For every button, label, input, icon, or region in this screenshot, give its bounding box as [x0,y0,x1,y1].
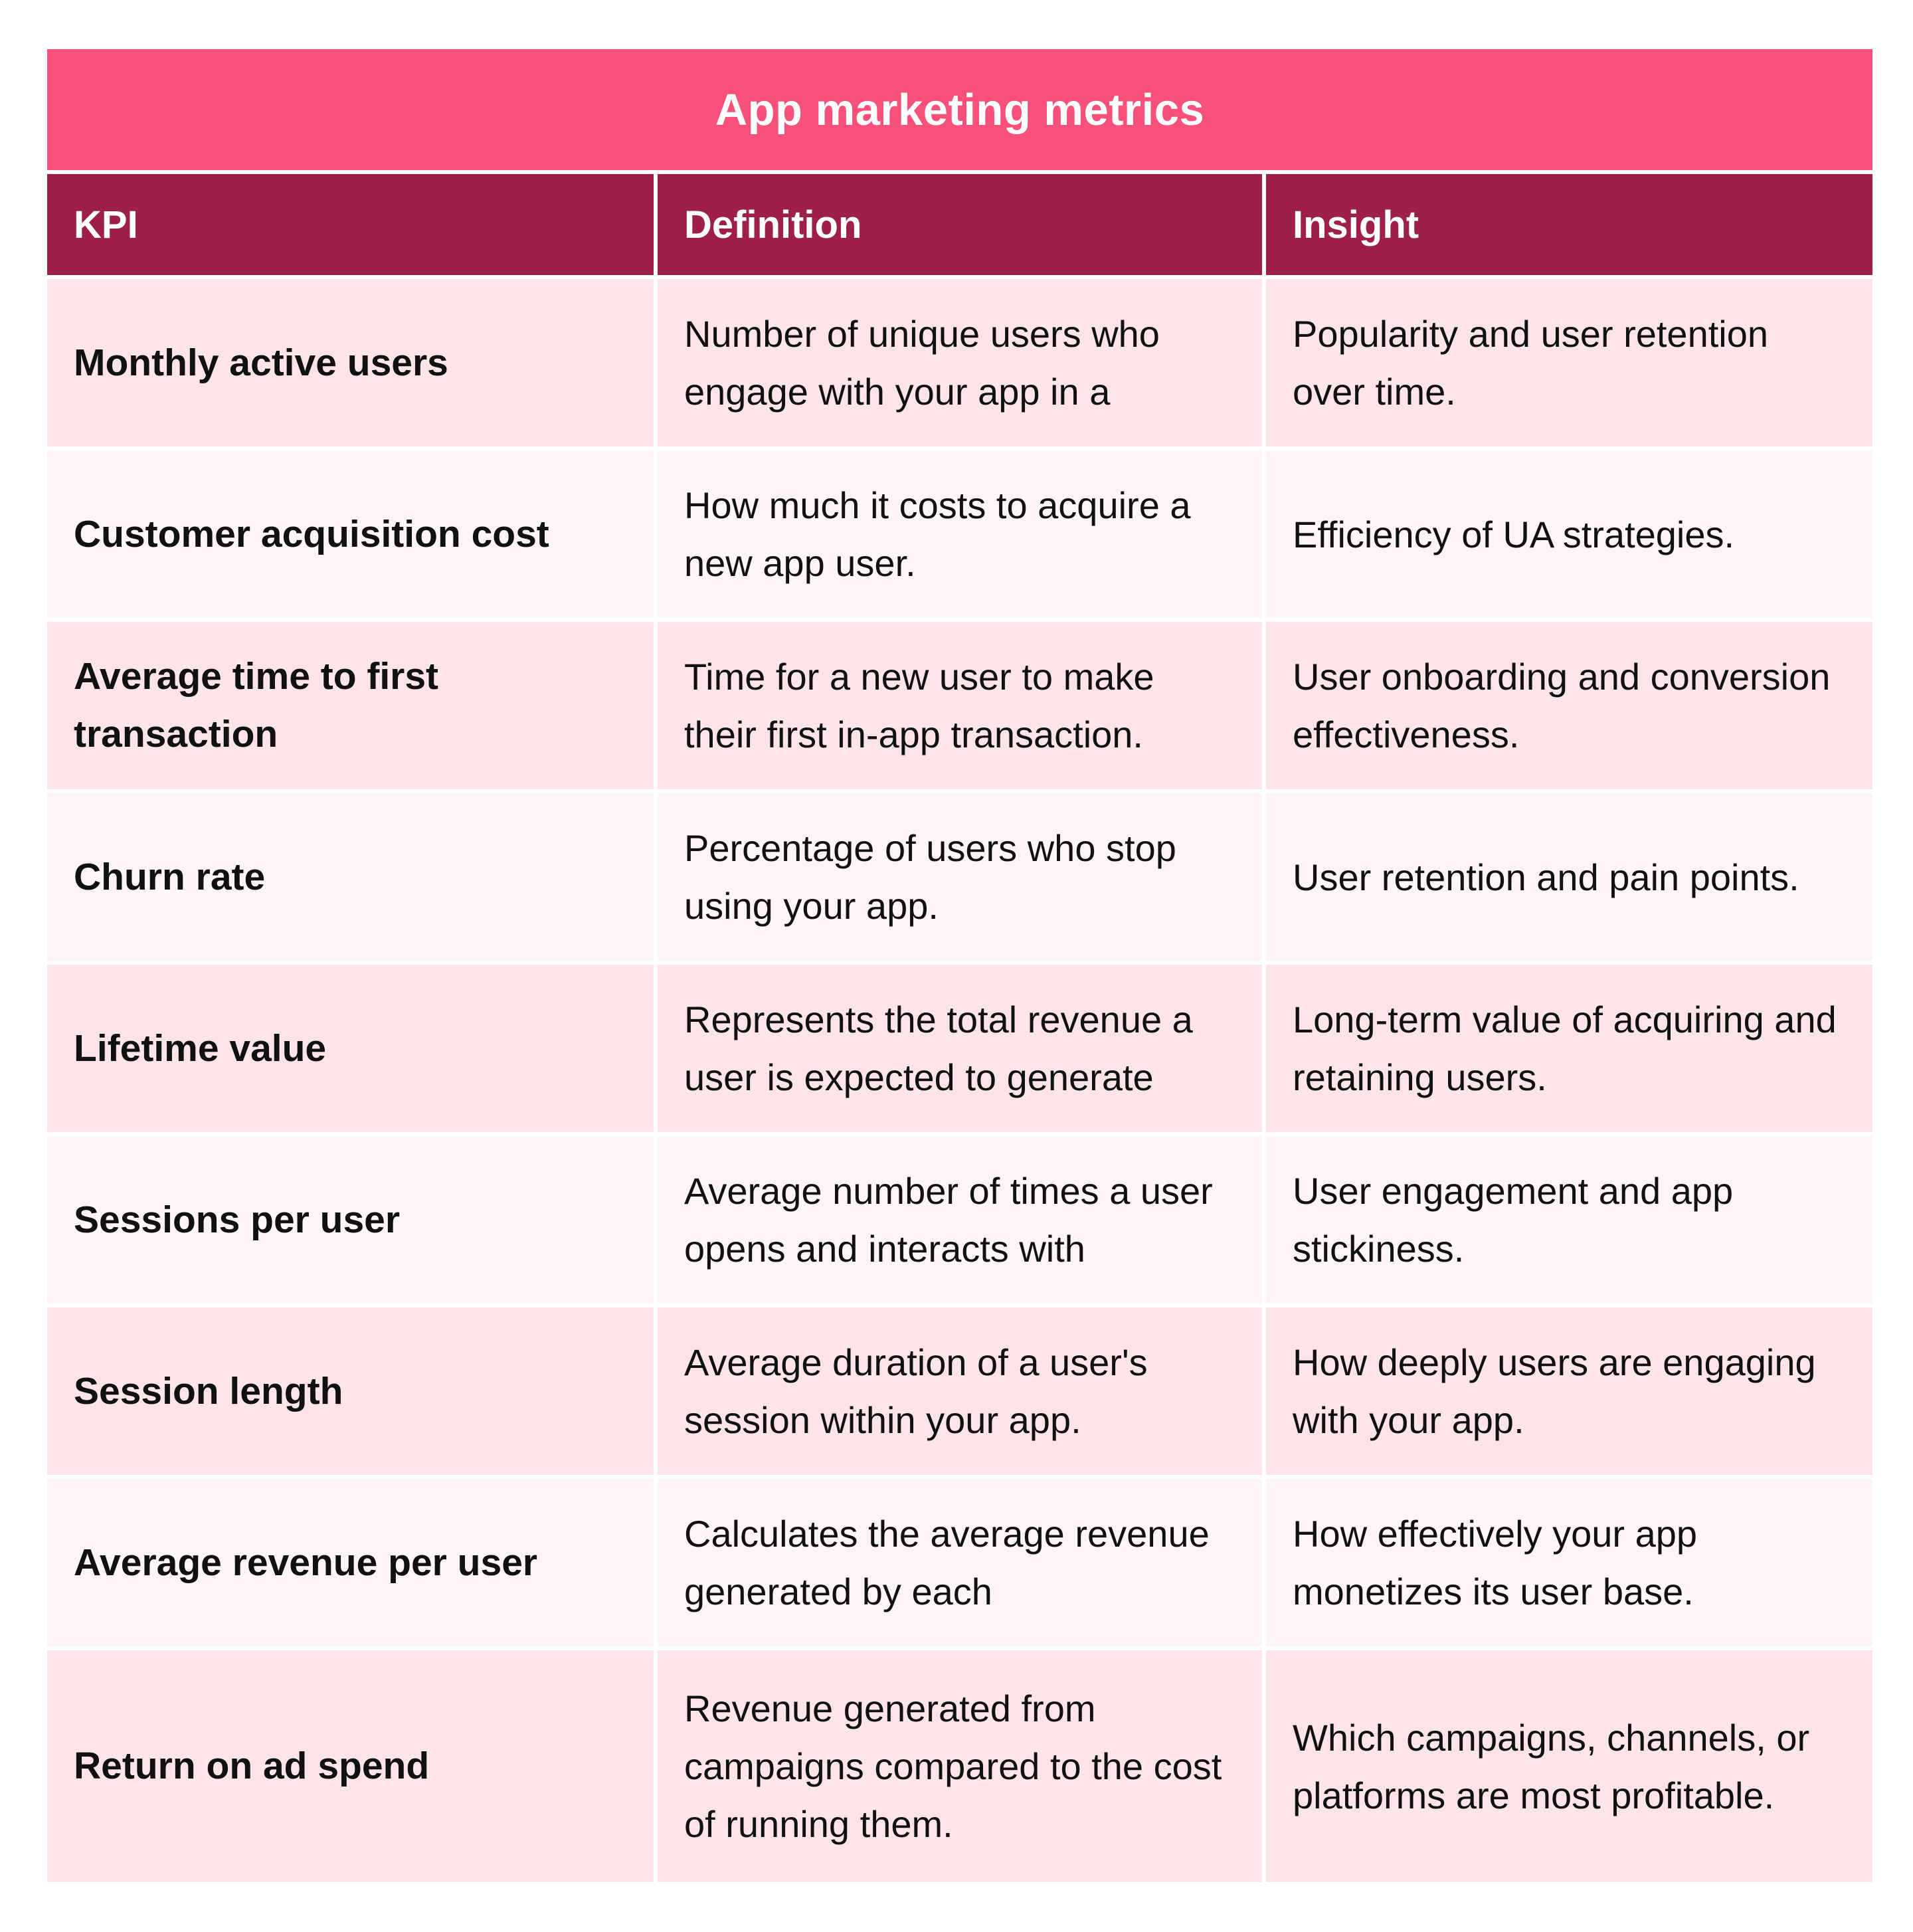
definition-cell: Calculates the average revenue generated… [654,1475,1266,1650]
kpi-cell: Monthly active users [47,275,658,450]
definition-cell: Time for a new user to make their first … [654,618,1266,793]
insight-cell: How deeply users are engaging with your … [1262,1304,1872,1479]
kpi-cell: Sessions per user [47,1132,658,1307]
kpi-cell: Customer acquisition cost [47,446,658,622]
table-title: App marketing metrics [47,49,1872,170]
header-kpi: KPI [47,170,658,279]
insight-cell: Which campaigns, channels, or platforms … [1262,1646,1872,1882]
definition-text: Represents the total revenue a user is e… [684,999,1193,1098]
table-row: Average time to first transaction Time f… [47,618,1872,793]
table-row: Average revenue per user Calculates the … [47,1475,1872,1650]
definition-cell: Average number of times a user opens and… [654,1132,1266,1307]
table-row: Monthly active users Number of unique us… [47,275,1872,450]
header-definition: Definition [654,170,1266,279]
table-row: Churn rate Percentage of users who stop … [47,789,1872,965]
kpi-cell: Lifetime value [47,961,658,1136]
definition-text: How much it costs to acquire a new app u… [684,484,1191,584]
kpi-cell: Average time to first transaction [47,618,658,793]
kpi-cell: Churn rate [47,789,658,965]
definition-text: Percentage of users who stop using your … [684,827,1176,927]
definition-cell: Number of unique users who engage with y… [654,275,1266,450]
insight-cell: User engagement and app stickiness. [1262,1132,1872,1307]
definition-text: Time for a new user to make their first … [684,656,1154,755]
insight-cell: Popularity and user retention over time. [1262,275,1872,450]
definition-cell: Represents the total revenue a user is e… [654,961,1266,1136]
insight-cell: How effectively your app monetizes its u… [1262,1475,1872,1650]
table-row: Return on ad spend Revenue generated fro… [47,1646,1872,1882]
definition-text: Average duration of a user's session wit… [684,1341,1148,1441]
table-row: Session length Average duration of a use… [47,1304,1872,1479]
definition-cell: Average duration of a user's session wit… [654,1304,1266,1479]
kpi-cell: Session length [47,1304,658,1479]
metrics-table-container: App marketing metrics KPI Definition Ins… [47,49,1872,1882]
table-row: Lifetime value Represents the total reve… [47,961,1872,1136]
insight-cell: Efficiency of UA strategies. [1262,446,1872,622]
definition-text: Number of unique users who engage with y… [684,313,1160,413]
definition-cell: Revenue generated from campaigns compare… [654,1646,1266,1882]
table-row: Sessions per user Average number of time… [47,1132,1872,1307]
metrics-table: KPI Definition Insight Monthly active us… [47,170,1872,1882]
definition-cell: Percentage of users who stop using your … [654,789,1266,965]
definition-cell: How much it costs to acquire a new app u… [654,446,1266,622]
insight-cell: User retention and pain points. [1262,789,1872,965]
header-row: KPI Definition Insight [47,170,1872,279]
kpi-cell: Return on ad spend [47,1646,658,1882]
header-insight: Insight [1262,170,1872,279]
definition-text: Average number of times a user opens and… [684,1170,1213,1270]
kpi-cell: Average revenue per user [47,1475,658,1650]
definition-text: Calculates the average revenue generated… [684,1513,1210,1612]
insight-cell: Long-term value of acquiring and retaini… [1262,961,1872,1136]
table-row: Customer acquisition cost How much it co… [47,446,1872,622]
insight-cell: User onboarding and conversion effective… [1262,618,1872,793]
